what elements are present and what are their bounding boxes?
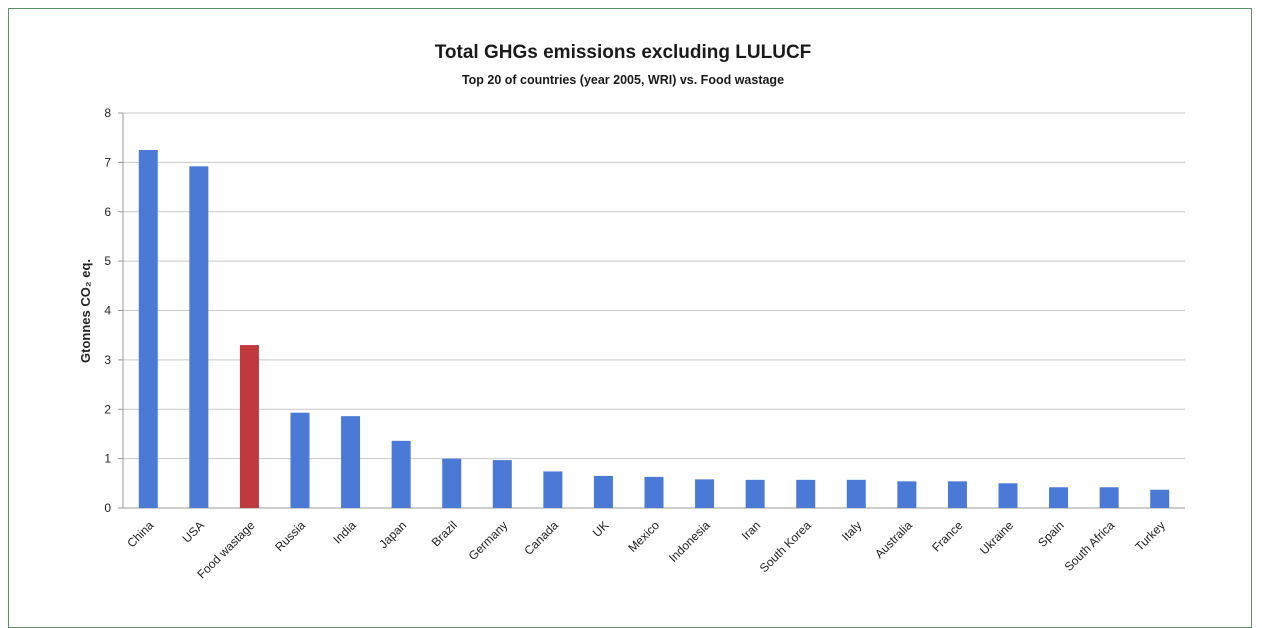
y-tick-label: 8 (104, 106, 111, 120)
y-tick-label: 2 (104, 402, 111, 416)
x-tick-label: Australia (872, 518, 915, 561)
bar (442, 458, 462, 508)
y-tick-label: 7 (104, 155, 111, 169)
chart-frame (8, 8, 1252, 628)
bar (138, 150, 158, 508)
y-tick-label: 6 (104, 205, 111, 219)
bar (998, 483, 1018, 508)
x-tick-label: Canada (521, 518, 561, 558)
bar (745, 479, 765, 508)
x-tick-label: Indonesia (666, 518, 713, 565)
bars (138, 150, 1170, 508)
bar (290, 412, 310, 508)
bar (897, 481, 917, 508)
x-tick-label: China (124, 518, 156, 550)
x-tick-label: Spain (1035, 518, 1067, 550)
x-tick-label: Mexico (625, 518, 662, 555)
x-tick-label: South Korea (757, 518, 814, 575)
bar (593, 475, 613, 508)
x-tick-label: Germany (466, 518, 511, 563)
bar (644, 476, 664, 508)
gridlines (118, 112, 1185, 509)
x-tick-label: Turkey (1132, 518, 1168, 554)
bar (391, 440, 411, 508)
y-tick-label: 4 (104, 304, 111, 318)
x-tick-label: Russia (272, 518, 308, 554)
x-tick-label: Japan (376, 518, 409, 551)
x-tick-label: India (330, 518, 359, 547)
bar (1150, 489, 1170, 508)
bar (1099, 487, 1119, 508)
x-tick-label: Iran (739, 518, 764, 543)
y-tick-label: 1 (104, 452, 111, 466)
chart-subtitle: Top 20 of countries (year 2005, WRI) vs.… (462, 73, 784, 87)
x-tick-label: Italy (839, 518, 864, 543)
bar (543, 471, 563, 508)
x-tick-label: France (929, 518, 966, 555)
chart-title: Total GHGs emissions excluding LULUCF (435, 42, 812, 63)
bar (239, 345, 259, 508)
y-tick-labels: 0 1 2 3 4 5 6 7 8 (104, 106, 111, 515)
bar (796, 479, 816, 508)
x-tick-label: Ukraine (977, 518, 1016, 557)
bar (846, 479, 866, 508)
bar (1049, 487, 1069, 508)
x-tick-label: South Africa (1062, 518, 1118, 574)
bar (341, 416, 361, 508)
y-tick-label: 0 (104, 501, 111, 515)
bar (492, 460, 512, 508)
bar (695, 479, 715, 508)
bar (947, 481, 967, 508)
y-tick-label: 3 (104, 353, 111, 367)
y-axis-label: Gtonnes CO₂ eq. (78, 259, 93, 363)
x-tick-label: Brazil (429, 518, 460, 549)
bar (189, 166, 209, 508)
y-tick-label: 5 (104, 254, 111, 268)
x-tick-label: USA (180, 518, 207, 545)
x-tick-label: UK (590, 518, 612, 540)
